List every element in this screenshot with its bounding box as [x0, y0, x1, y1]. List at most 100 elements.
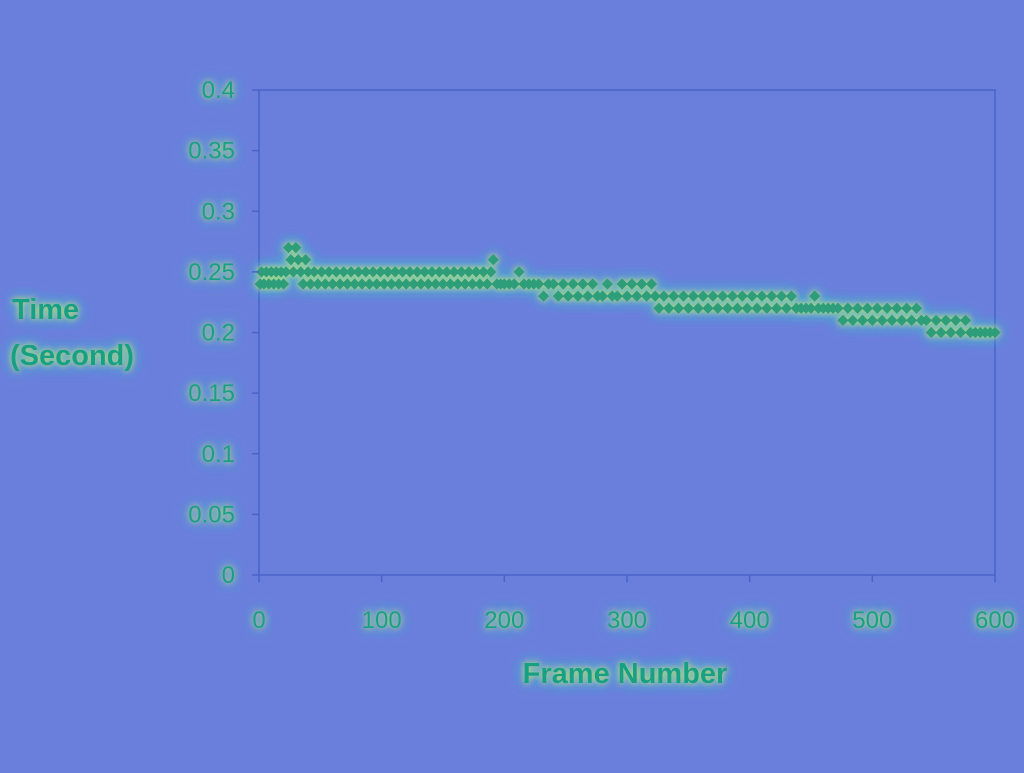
y-axis-title-line-1: Time: [12, 294, 79, 326]
data-point: [658, 290, 670, 302]
data-point: [649, 290, 661, 302]
data-point: [334, 278, 346, 290]
data-point: [278, 278, 290, 290]
data-point: [389, 266, 401, 278]
data-point: [280, 266, 292, 278]
data-point: [896, 314, 908, 326]
data-point: [385, 278, 397, 290]
data-point: [687, 290, 699, 302]
data-point: [776, 290, 788, 302]
data-point: [349, 278, 361, 290]
y-tick-label: 0.2: [202, 320, 235, 347]
data-point: [842, 302, 854, 314]
data-point: [920, 314, 932, 326]
data-point: [426, 266, 438, 278]
data-point: [861, 302, 873, 314]
data-point: [282, 242, 294, 254]
x-tick-label: 600: [975, 607, 1015, 634]
data-point: [552, 290, 564, 302]
marker-glow: [254, 242, 1001, 338]
data-point: [945, 327, 957, 338]
data-point: [287, 266, 299, 278]
data-point: [323, 266, 335, 278]
data-point: [397, 266, 409, 278]
data-point: [297, 278, 309, 290]
data-point: [702, 302, 714, 314]
data-point: [925, 327, 937, 338]
data-point: [295, 266, 307, 278]
data-point: [415, 278, 427, 290]
data-point: [433, 266, 445, 278]
data-point: [466, 278, 478, 290]
y-tick-label: 0.15: [188, 380, 235, 407]
data-point: [452, 278, 464, 290]
data-point: [641, 290, 653, 302]
data-point: [692, 302, 704, 314]
data-point: [809, 290, 821, 302]
data-point: [852, 302, 864, 314]
data-point: [756, 290, 768, 302]
data-point: [487, 254, 499, 266]
data-point: [319, 278, 331, 290]
data-point: [285, 254, 297, 266]
data-point: [470, 266, 482, 278]
data-point: [847, 314, 859, 326]
data-point: [363, 278, 375, 290]
data-point: [345, 266, 357, 278]
data-point: [910, 302, 922, 314]
data-point: [327, 278, 339, 290]
y-axis-title-line-2: (Second): [10, 340, 134, 372]
data-point: [513, 266, 525, 278]
data-point: [371, 278, 383, 290]
data-point: [682, 302, 694, 314]
y-tick-label: 0.25: [188, 259, 235, 286]
data-point: [930, 314, 942, 326]
x-tick-label: 500: [852, 607, 892, 634]
data-point: [626, 278, 638, 290]
data-point: [761, 302, 773, 314]
data-point: [562, 290, 574, 302]
y-tick-label: 0.35: [188, 138, 235, 165]
data-point: [766, 290, 778, 302]
data-point: [360, 266, 372, 278]
data-point: [308, 266, 320, 278]
data-point: [547, 278, 559, 290]
data-point: [631, 290, 643, 302]
data-point: [474, 278, 486, 290]
data-point: [677, 290, 689, 302]
data-point: [292, 254, 304, 266]
data-point: [408, 278, 420, 290]
x-tick-label: 200: [484, 607, 524, 634]
data-point: [411, 266, 423, 278]
data-point: [955, 327, 967, 338]
data-point: [404, 266, 416, 278]
data-point: [712, 302, 724, 314]
data-point: [572, 290, 584, 302]
data-point: [455, 266, 467, 278]
data-point: [731, 302, 743, 314]
axis-titles: Frame Number Time (Second): [10, 294, 727, 690]
data-point: [771, 302, 783, 314]
data-point: [653, 302, 665, 314]
data-point: [300, 254, 312, 266]
data-point: [352, 266, 364, 278]
data-point: [722, 302, 734, 314]
data-point: [557, 278, 569, 290]
data-point: [338, 266, 350, 278]
x-tick-label: 300: [607, 607, 647, 634]
data-point: [382, 266, 394, 278]
data-point: [538, 290, 550, 302]
data-point: [533, 278, 545, 290]
data-point: [881, 302, 893, 314]
data-point: [663, 302, 675, 314]
data-point: [312, 278, 324, 290]
data-point: [341, 278, 353, 290]
data-markers: [254, 242, 1001, 338]
data-point: [374, 266, 386, 278]
data-point: [567, 278, 579, 290]
data-point: [832, 302, 844, 314]
data-point: [587, 278, 599, 290]
data-point: [463, 266, 475, 278]
